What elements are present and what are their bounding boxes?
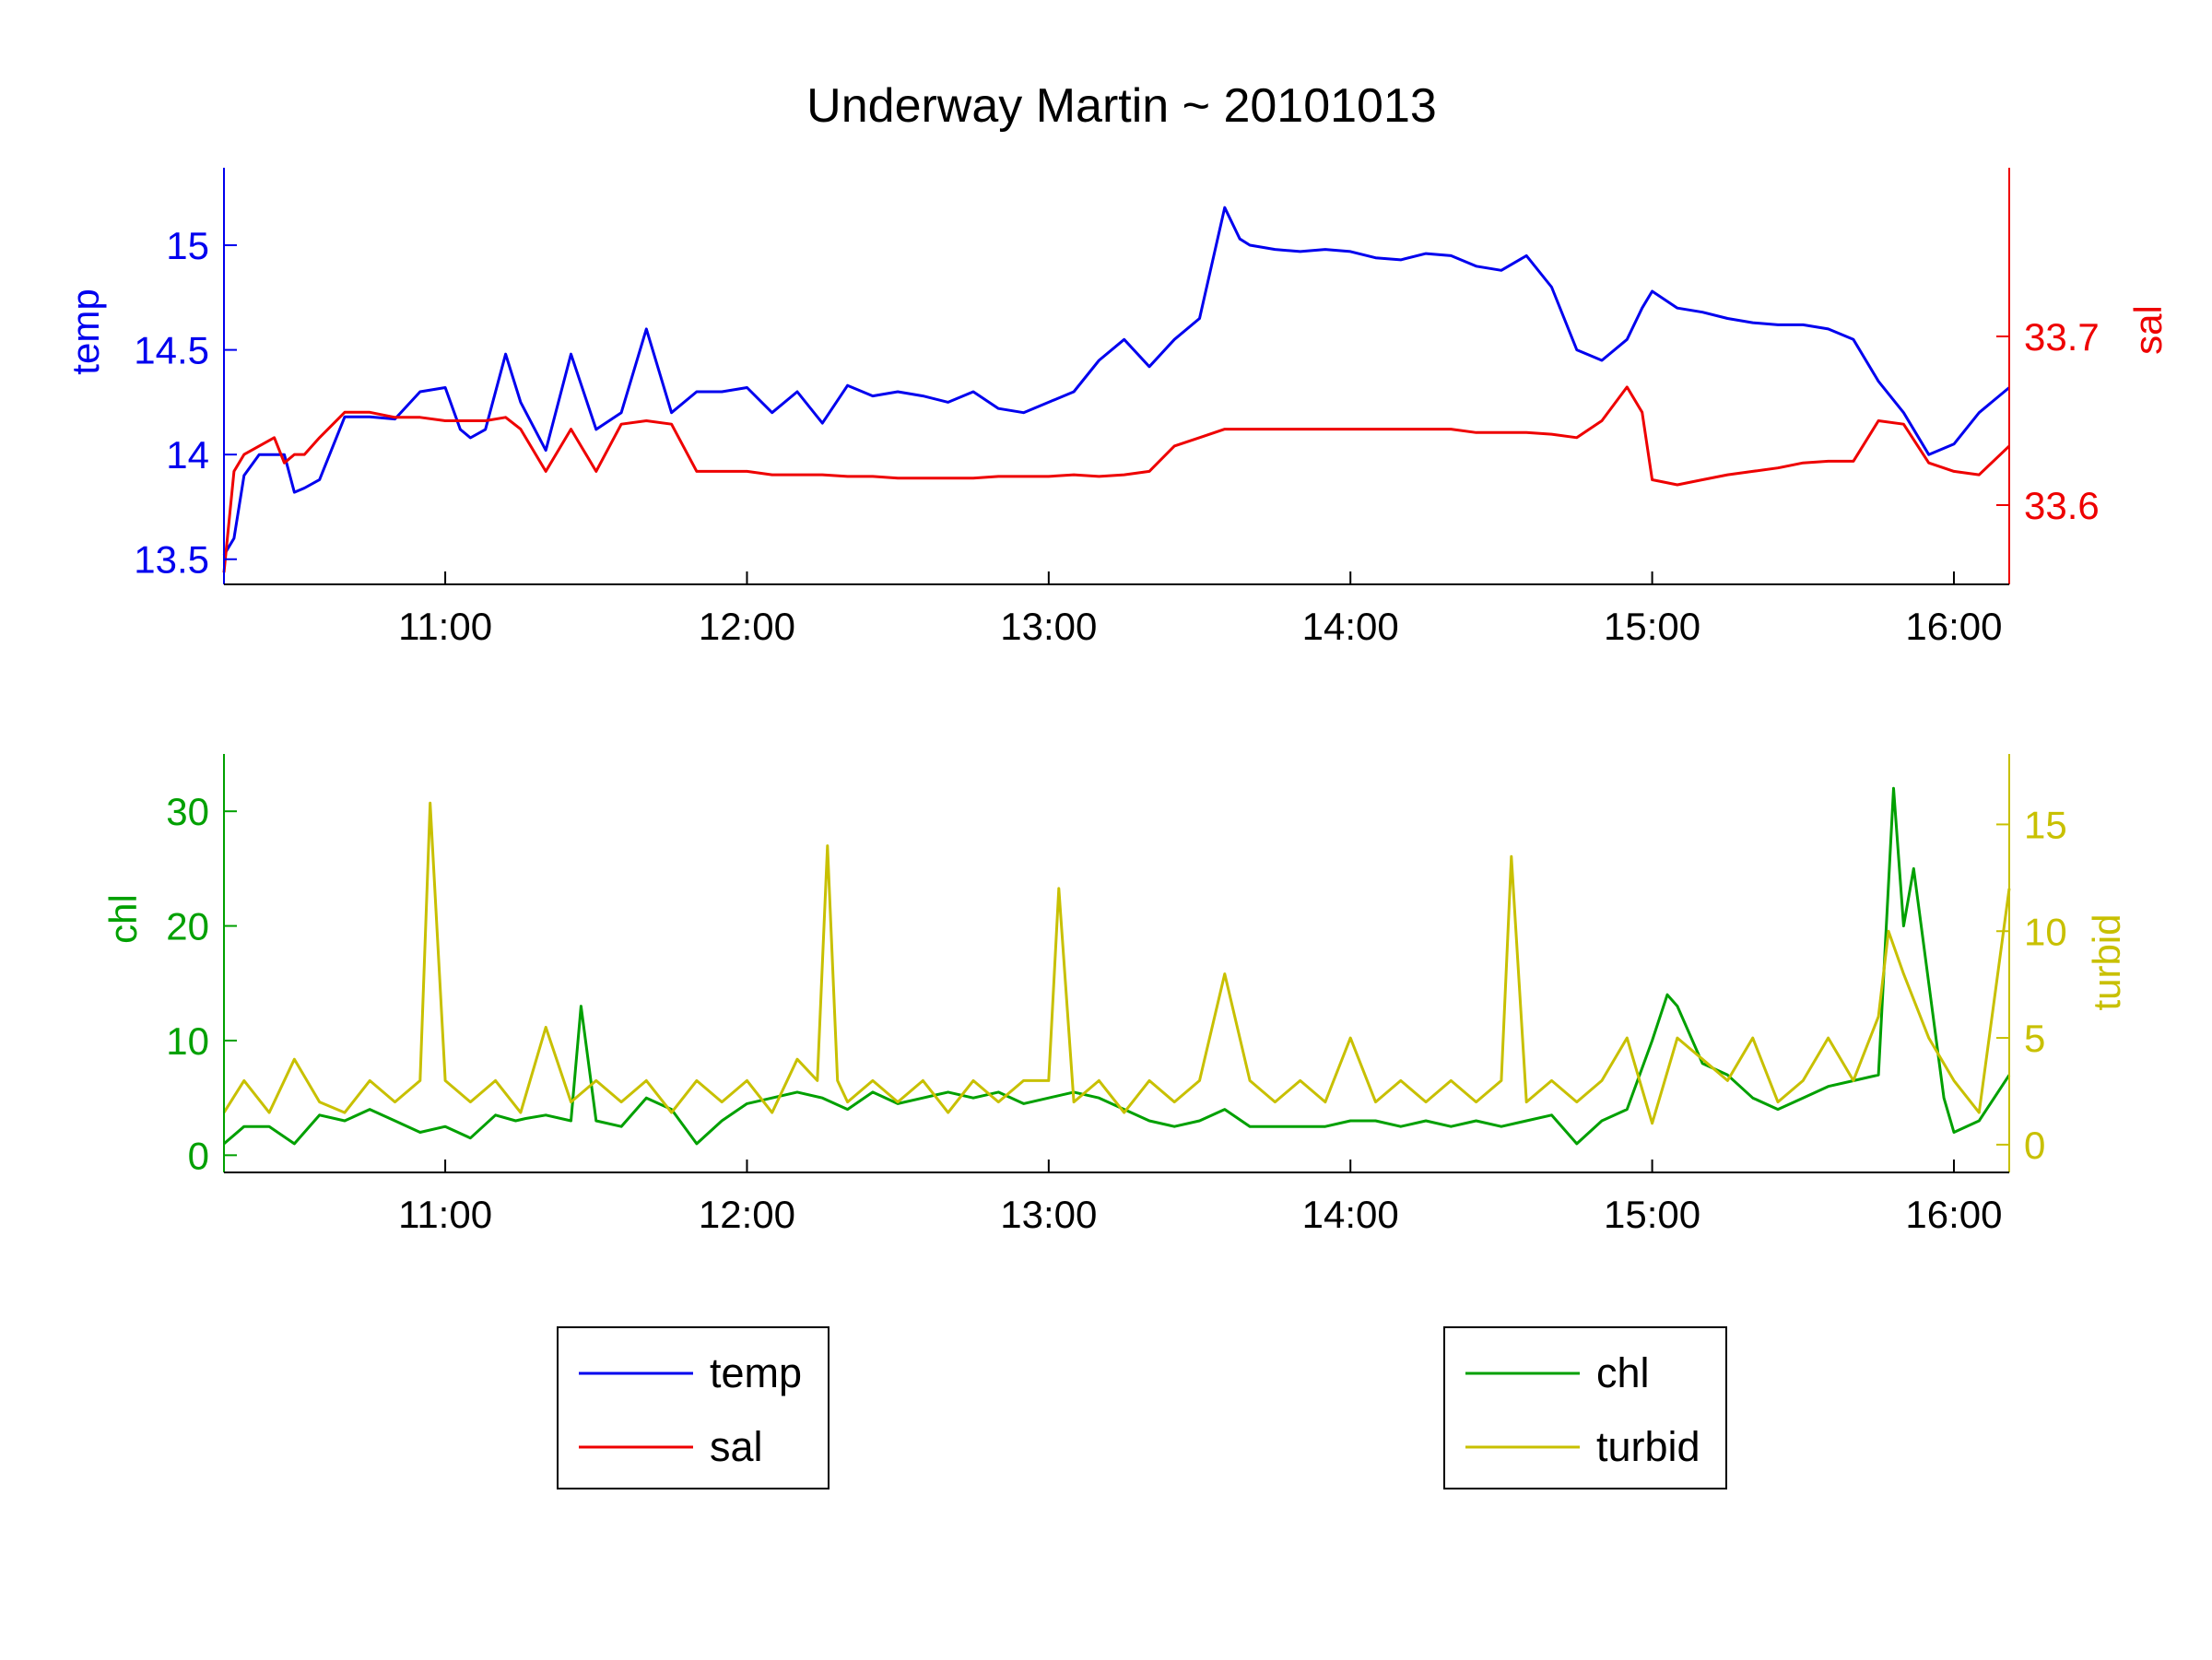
y-right-tick-label: 0 [2024,1124,2045,1167]
legend-sal-label: sal [710,1423,763,1470]
legend-chl-label: chl [1596,1349,1650,1396]
y-left-tick-label: 15 [166,224,209,267]
x-tick-label: 16:00 [1905,605,2002,648]
x-tick-label: 15:00 [1604,1193,1700,1236]
y-left-axis-label: temp [64,288,107,374]
x-tick-label: 13:00 [1000,1193,1097,1236]
y-left-tick-label: 10 [166,1019,209,1063]
x-tick-label: 13:00 [1000,605,1097,648]
y-right-tick-label: 10 [2024,910,2067,953]
y-left-tick-label: 14 [166,433,209,477]
x-tick-label: 14:00 [1302,1193,1399,1236]
legend-temp-label: temp [710,1349,802,1396]
x-tick-label: 11:00 [398,1193,492,1236]
bottom-panel: 11:00 12:00 13:00 14:00 15:00 16:00 0 10 20 30 0 5 1… [101,754,2128,1236]
y-left-tick-label: 0 [188,1134,209,1177]
y-right-tick-label: 15 [2024,803,2067,846]
chart-title: Underway Martin ~ 20101013 [806,79,1437,133]
series-line-chl [223,786,2011,1146]
y-left-tick-label: 14.5 [134,329,209,372]
legend-left: temp sal [557,1326,830,1489]
y-left-tick-label: 20 [166,905,209,948]
legend-right: chl turbid [1443,1326,1727,1489]
y-right-tick-label: 33.6 [2024,484,2100,527]
top-panel: 11:00 12:00 13:00 14:00 15:00 16:00 13.5 14 14.5… [64,168,2170,648]
x-tick-label: 11:00 [398,605,492,648]
x-tick-label: 15:00 [1604,605,1700,648]
y-right-tick-label: 5 [2024,1017,2045,1060]
legend-left-box [557,1326,830,1489]
legend-right-box [1443,1326,1727,1489]
series-line-turbid [222,801,2011,1125]
y-left-tick-label: 13.5 [134,538,209,582]
y-right-axis-label: sal [2126,305,2170,355]
y-left-axis-label: chl [101,894,145,944]
series-line-temp [222,206,2010,556]
y-right-axis-label: turbid [2085,913,2128,1010]
y-right-tick-label: 33.7 [2024,315,2100,359]
x-tick-label: 12:00 [699,1193,795,1236]
y-left-tick-label: 30 [166,790,209,833]
x-tick-label: 14:00 [1302,605,1399,648]
series-line-sal [222,385,2011,573]
legend-turbid-label: turbid [1596,1423,1700,1470]
x-tick-label: 16:00 [1905,1193,2002,1236]
x-tick-label: 12:00 [699,605,795,648]
